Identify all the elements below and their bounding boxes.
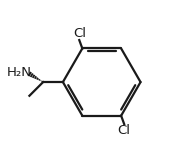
Text: H₂N: H₂N [7, 66, 32, 79]
Text: Cl: Cl [73, 27, 86, 40]
Text: Cl: Cl [118, 124, 131, 137]
